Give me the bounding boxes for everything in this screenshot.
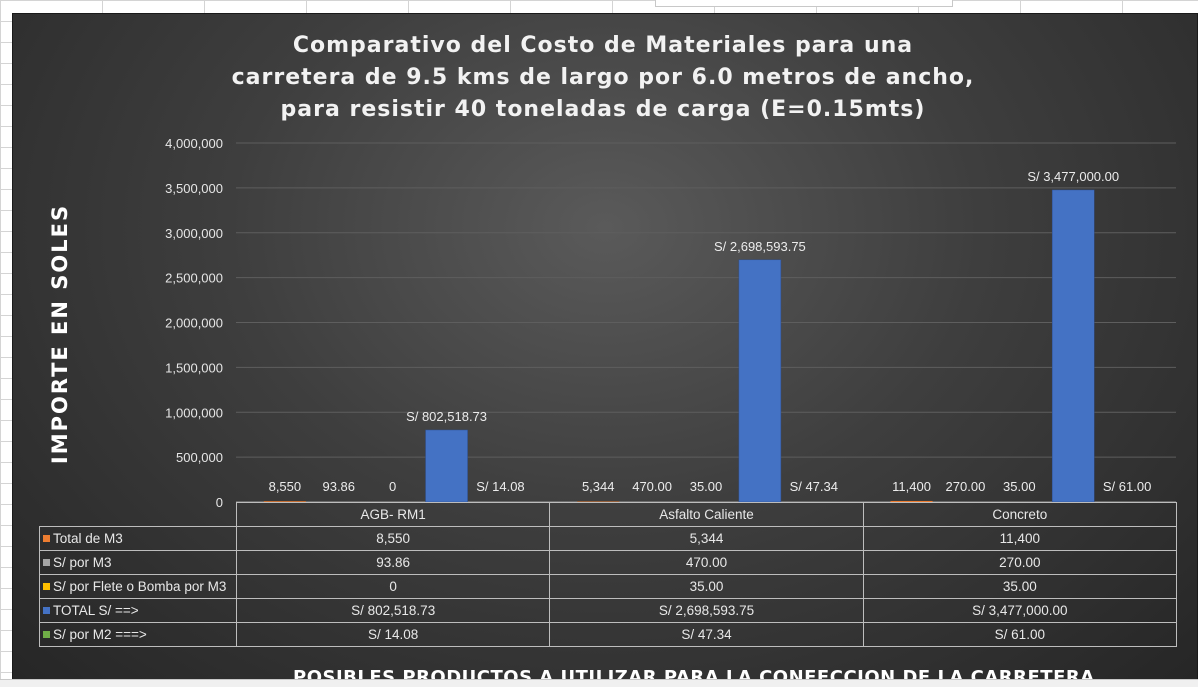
data-label: S/ 2,698,593.75 [714,239,806,254]
data-label: S/ 14.08 [476,479,524,494]
table-cell: S/ 47.34 [550,623,863,647]
series-label: S/ por Flete o Bomba por M3 [40,575,237,599]
y-tick-label: 3,500,000 [165,181,223,196]
data-label: 35.00 [1003,479,1036,494]
data-label: S/ 3,477,000.00 [1027,169,1119,184]
legend-swatch [43,631,50,638]
category-label: AGB- RM1 [237,503,550,527]
series-label: TOTAL S/ ==> [40,599,237,623]
y-tick-label: 500,000 [176,450,223,465]
data-label: 5,344 [582,479,615,494]
category-label: Concreto [863,503,1176,527]
legend-swatch [43,607,50,614]
series-label: S/ por M3 [40,551,237,575]
table-cell: S/ 802,518.73 [237,599,550,623]
table-cell: 8,550 [237,527,550,551]
table-cell: 35.00 [550,575,863,599]
table-cell: S/ 2,698,593.75 [550,599,863,623]
data-label: S/ 802,518.73 [406,409,487,424]
data-label: 0 [389,479,396,494]
data-label: 270.00 [946,479,986,494]
data-label: 11,400 [892,479,931,494]
data-label: S/ 47.34 [790,479,838,494]
category-label: Asfalto Caliente [550,503,863,527]
table-cell: 11,400 [863,527,1176,551]
table-cell: S/ 14.08 [237,623,550,647]
legend-swatch [43,535,50,542]
series-label: Total de M3 [40,527,237,551]
bar [1052,190,1094,502]
y-tick-label: 3,000,000 [165,226,223,241]
y-tick-label: 1,000,000 [165,405,223,420]
table-corner [40,503,237,527]
y-tick-label: 4,000,000 [165,136,223,151]
y-tick-label: 2,000,000 [165,316,223,331]
series-label: S/ por M2 ===> [40,623,237,647]
y-tick-label: 1,500,000 [165,360,223,375]
data-label: 35.00 [690,479,723,494]
table-cell: 35.00 [863,575,1176,599]
y-tick-label: 2,500,000 [165,271,223,286]
table-cell: 270.00 [863,551,1176,575]
bar [426,430,468,502]
legend-swatch [43,583,50,590]
data-label: 470.00 [632,479,672,494]
data-label: 8,550 [269,479,302,494]
bar [739,260,781,502]
table-cell: 470.00 [550,551,863,575]
legend-swatch [43,559,50,566]
table-cell: 5,344 [550,527,863,551]
data-label: 93.86 [322,479,355,494]
data-label: S/ 61.00 [1103,479,1151,494]
table-cell: S/ 61.00 [863,623,1176,647]
table-cell: 93.86 [237,551,550,575]
table-cell: 0 [237,575,550,599]
table-cell: S/ 3,477,000.00 [863,599,1176,623]
